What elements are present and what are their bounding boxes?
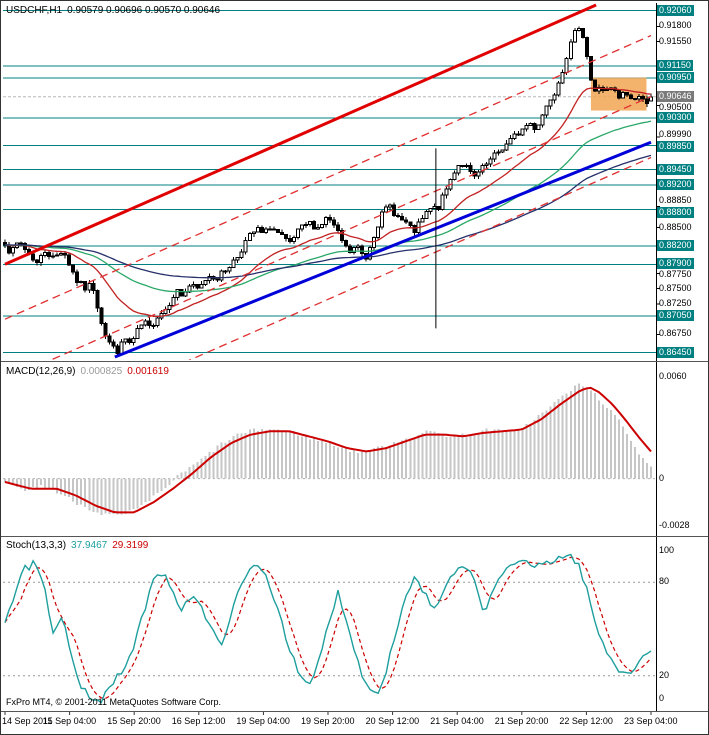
price-axis-label: 0.88800 [657, 207, 694, 219]
stoch-main-line [4, 553, 652, 704]
upper-channel-support [4, 3, 597, 266]
macd-plot-layer [3, 383, 656, 516]
price-axis-label: 0.86750 [659, 328, 692, 339]
panel-splitter[interactable] [1, 361, 708, 362]
channel-dashed-1 [4, 34, 652, 320]
stoch-label: Stoch(13,3,3) [6, 540, 67, 551]
time-axis-label: 14 Sep 2011 [2, 716, 53, 726]
price-axis-label: -0.0028 [659, 519, 690, 530]
macd-label: MACD(12,26,9) [6, 366, 76, 377]
price-axis-label: 0.90950 [657, 72, 694, 84]
price-axis-label: 0.91150 [657, 60, 693, 71]
time-axis-label: 22 Sep 12:00 [559, 716, 613, 726]
price-axis-label: 0.86450 [657, 346, 694, 358]
time-axis-border [1, 711, 708, 712]
price-axis-label: 0.87250 [659, 297, 692, 308]
price-axis-label: 0.0060 [659, 371, 687, 382]
time-axis-label: 19 Sep 20:00 [301, 716, 355, 726]
candles-layer [3, 26, 653, 356]
chart-title: USDCHF,H1 0.90579 0.90696 0.90570 0.90646 [6, 5, 225, 16]
price-axis-label: 0 [659, 472, 665, 483]
macd-title: MACD(12,26,9) 0.000825 0.001619 [6, 366, 174, 377]
price-axis-label: 0.89450 [657, 163, 694, 175]
lower-channel-support [114, 140, 652, 359]
panel-splitter[interactable] [1, 536, 708, 537]
price-axis-label: 0.89850 [657, 141, 694, 153]
time-axis-label: 15 Sep 20:00 [107, 716, 161, 726]
stoch-d-value: 29.3199 [112, 540, 149, 551]
macd-main-value: 0.000825 [80, 366, 123, 377]
moving-averages-layer [4, 87, 652, 318]
price-axis-label: 0.87500 [659, 282, 692, 293]
stoch-title: Stoch(13,3,3) 37.9467 29.3199 [6, 540, 153, 551]
macd-signal-line [4, 386, 652, 514]
trendlines-layer[interactable] [4, 3, 652, 441]
price-axis-label: 0.87900 [657, 258, 694, 270]
price-axis-label: 0.87750 [659, 269, 692, 280]
price-axis-label: 0.91550 [659, 35, 692, 46]
macd-histogram [4, 383, 652, 516]
time-axis-label: 20 Sep 12:00 [365, 716, 420, 726]
time-axis-label: 23 Sep 04:00 [624, 716, 678, 726]
price-axis-label: 0.89200 [657, 179, 694, 190]
price-axis-label: 80 [659, 576, 670, 587]
price-axis[interactable]: 0.92060 0.91800 0.91550 0.91150 0.90950 0.905… [657, 1, 708, 711]
stoch-k-value: 37.9467 [71, 540, 108, 551]
channel-dashed-3 [188, 156, 652, 360]
price-axis-label: 100 [659, 545, 675, 555]
stoch-signal-line [4, 556, 652, 700]
copyright-text: FxPro MT4, © 2001-2011 MetaQuotes Softwa… [6, 697, 222, 707]
price-axis-label: 0.87050 [657, 310, 694, 322]
price-axis-label: 20 [659, 669, 670, 680]
time-axis-label: 21 Sep 04:00 [430, 716, 484, 726]
support-resistance-levels [3, 9, 656, 354]
channel-dashed-2 [49, 95, 652, 360]
macd-signal-value: 0.001619 [127, 366, 169, 377]
price-axis-label: 0.88200 [657, 240, 694, 251]
main-plot-layer [3, 3, 656, 441]
price-axis-label: 0 [659, 693, 665, 703]
time-axis-label: 21 Sep 20:00 [494, 716, 549, 726]
time-axis-label: 15 Sep 04:00 [42, 716, 97, 726]
price-axis-label: 0.88500 [659, 221, 692, 232]
time-axis[interactable]: 14 Sep 2011 15 Sep 04:00 15 Sep 20:00 16 Se… [1, 714, 708, 734]
ohlc-values: 0.90579 0.90696 0.90570 0.90646 [67, 5, 221, 16]
price-axis-label: 0.90300 [657, 111, 694, 123]
symbol-period-label: USDCHF,H1 [6, 5, 63, 16]
time-axis-label: 16 Sep 12:00 [171, 716, 226, 726]
price-axis-label: 0.89990 [659, 128, 692, 139]
price-axis-label: 0.90500 [659, 101, 692, 112]
price-axis-label: 0.92060 [657, 4, 694, 16]
price-axis-label: 0.90646 [657, 90, 694, 102]
stoch-plot-layer [3, 553, 656, 704]
time-axis-label: 19 Sep 04:00 [236, 716, 290, 726]
price-axis-label: 0.88850 [659, 195, 692, 206]
price-axis-label: 0.91800 [659, 20, 692, 31]
